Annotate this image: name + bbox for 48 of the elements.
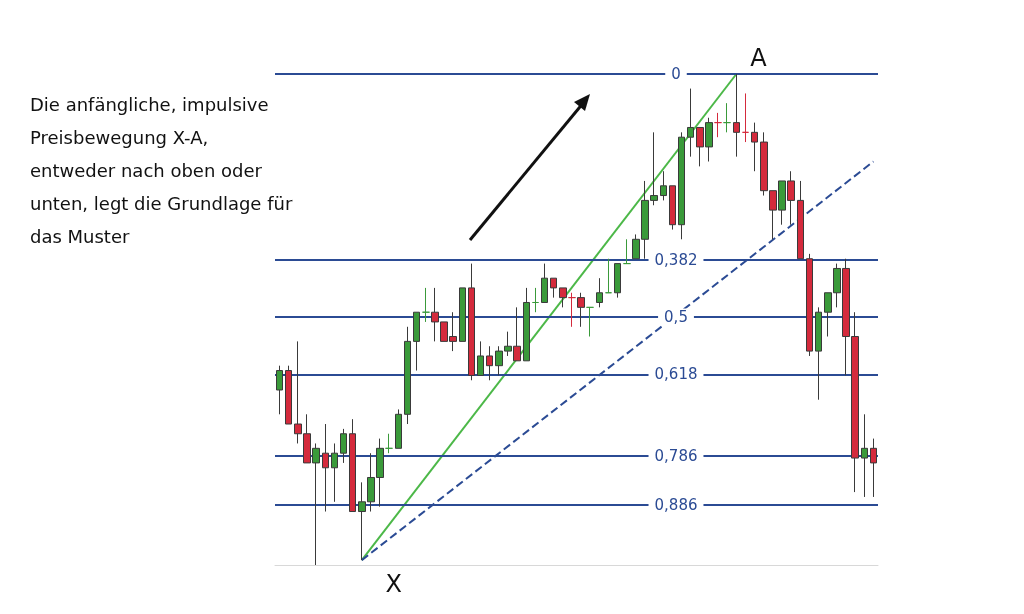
candlestick [815, 306, 822, 401]
candlestick [523, 287, 530, 362]
candlestick [586, 306, 594, 338]
candlestick [477, 340, 484, 376]
candlestick [541, 263, 548, 303]
candlestick [404, 326, 411, 425]
text: A [750, 44, 768, 72]
candlestick [687, 88, 694, 158]
candlestick [468, 263, 475, 381]
candlestick [331, 442, 338, 503]
candlestick [751, 122, 758, 172]
candlestick [870, 438, 877, 498]
candlestick [486, 345, 493, 381]
candlestick [723, 102, 731, 133]
candlestick [806, 253, 813, 357]
candlestick [413, 311, 420, 372]
candlestick [678, 131, 685, 240]
annotation: Die anfängliche, impulsive Preisbewegung X-A, entweder nach oben oder unten, legt die Grundlage für das Muster [30, 93, 294, 249]
y-tick-label: 0,786 [654, 447, 698, 466]
y-tick-label: 0 [671, 65, 681, 83]
candlestick [349, 418, 356, 513]
candlestick [742, 92, 749, 143]
candlestick [422, 287, 430, 323]
candlestick [532, 287, 539, 313]
candlestick [276, 365, 283, 415]
candlestick [669, 185, 676, 231]
candlestick [596, 277, 603, 308]
candlestick [614, 263, 621, 299]
candlestick [714, 112, 722, 138]
candlestick [559, 287, 567, 308]
candlestick [623, 238, 631, 265]
candlestick [459, 287, 466, 342]
y-tick-label: 0,886 [654, 495, 698, 514]
candlestick [861, 413, 868, 498]
text: X [385, 570, 403, 599]
candlestick [395, 408, 402, 449]
candlestick [322, 423, 329, 513]
y-tick-label: 0,382 [654, 250, 698, 269]
candlestick [385, 433, 393, 454]
candlestick [340, 428, 347, 464]
candlestick [550, 277, 557, 299]
candlestick [605, 258, 612, 294]
candlestick [733, 73, 740, 158]
y-tick-label: 0,618 [654, 365, 698, 384]
candlestick [660, 170, 667, 201]
candlestick [285, 365, 292, 425]
candlestick [797, 180, 804, 260]
y-tick-label: 0,5 [664, 308, 688, 327]
